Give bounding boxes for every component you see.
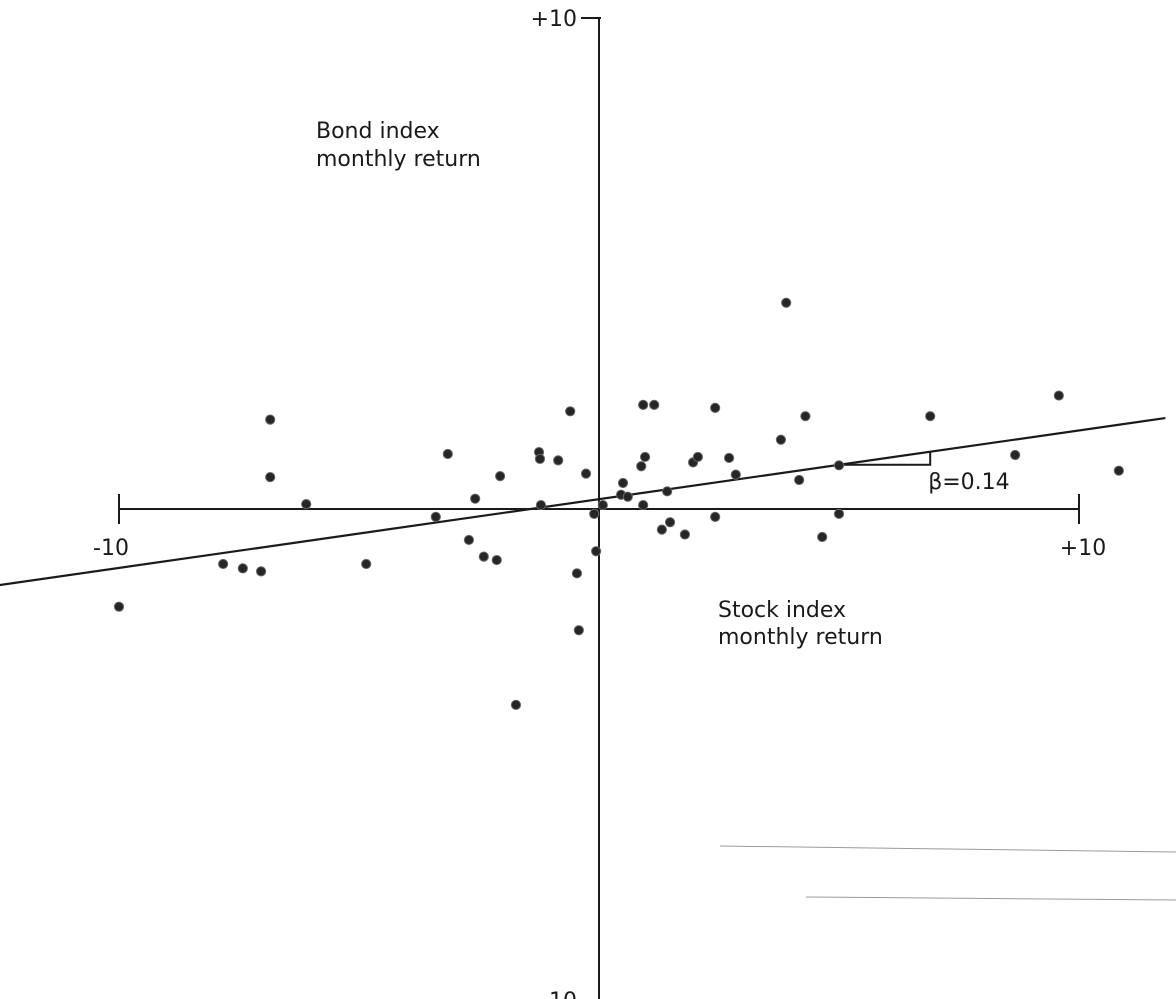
y-tick-label-top: +10	[531, 7, 577, 32]
data-point	[218, 558, 229, 570]
data-point	[800, 411, 811, 422]
data-point	[491, 554, 502, 566]
x-tick-label-left: -10	[93, 536, 129, 561]
data-point	[580, 468, 592, 479]
data-point	[573, 625, 584, 636]
beta-label: β=0.14	[928, 470, 1009, 495]
data-point	[775, 434, 787, 445]
data-point	[597, 499, 608, 511]
data-point	[1010, 449, 1021, 461]
data-point	[723, 452, 735, 464]
data-point	[639, 451, 651, 463]
data-point	[833, 508, 845, 520]
y-tick-label-bottom: -10	[541, 989, 577, 999]
data-points	[113, 297, 1124, 711]
data-point	[463, 534, 475, 546]
data-point	[656, 524, 667, 535]
data-point	[638, 399, 649, 411]
data-point	[617, 477, 629, 489]
regression-line	[0, 416, 1166, 587]
data-point	[265, 414, 276, 425]
data-point	[833, 460, 845, 471]
data-point	[565, 406, 576, 417]
data-point	[361, 558, 372, 570]
data-point	[925, 411, 936, 422]
y-axis-title: Bond index monthly return	[316, 119, 481, 172]
data-point	[649, 399, 660, 411]
data-point	[255, 566, 267, 577]
data-point	[662, 486, 673, 497]
data-point	[781, 297, 792, 308]
scan-artifact-line	[719, 845, 1176, 853]
x-axis: -10 +10	[93, 494, 1106, 561]
data-point	[664, 517, 676, 528]
scan-artifact-line	[805, 896, 1176, 901]
data-point	[265, 471, 276, 483]
data-point	[591, 546, 602, 557]
x-axis-title: Stock index monthly return	[718, 598, 883, 650]
data-point	[710, 511, 721, 522]
data-point	[636, 461, 647, 472]
beta-annotation: β=0.14	[839, 451, 1010, 495]
data-point	[442, 448, 453, 460]
data-point	[470, 493, 481, 504]
x-axis-title-line-2: monthly return	[718, 625, 883, 650]
beta-slope-bracket	[839, 451, 932, 466]
data-point	[301, 498, 312, 510]
data-point	[589, 508, 600, 520]
data-point	[535, 499, 547, 511]
data-point	[679, 529, 691, 540]
data-point	[510, 699, 522, 711]
data-point	[237, 563, 248, 574]
data-point	[113, 601, 125, 612]
data-point	[638, 499, 649, 511]
data-point	[710, 402, 721, 413]
data-point	[571, 568, 583, 579]
data-point	[534, 453, 546, 465]
data-point	[478, 551, 489, 562]
data-point	[430, 511, 441, 522]
data-point	[553, 455, 564, 466]
data-point	[692, 451, 703, 463]
data-point	[730, 469, 741, 480]
data-point	[1053, 390, 1064, 401]
data-point	[622, 491, 633, 502]
y-axis-title-line-2: monthly return	[316, 147, 481, 172]
data-point	[794, 474, 805, 486]
data-point	[495, 471, 506, 482]
data-point	[817, 531, 828, 543]
x-axis-title-line-1: Stock index	[718, 598, 846, 623]
y-axis-title-line-1: Bond index	[316, 119, 440, 144]
x-tick-label-right: +10	[1060, 536, 1106, 561]
data-point	[1113, 465, 1124, 476]
